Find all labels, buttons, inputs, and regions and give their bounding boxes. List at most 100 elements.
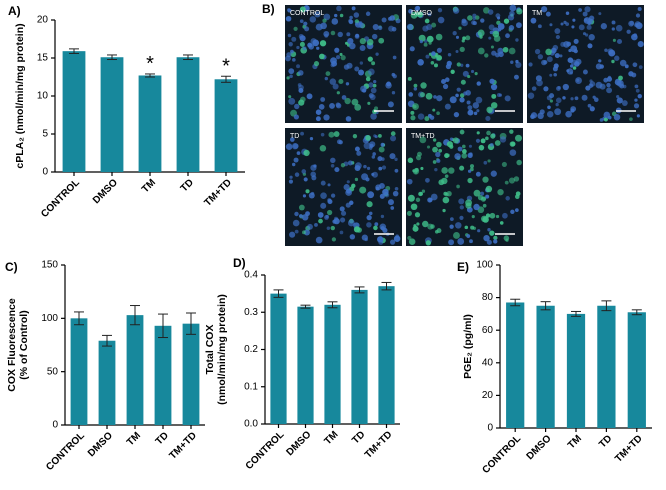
cell — [480, 191, 485, 196]
cell — [293, 114, 299, 120]
cell — [459, 205, 464, 210]
cell — [366, 214, 372, 221]
cell — [345, 82, 350, 86]
cell — [571, 25, 575, 29]
cell — [510, 209, 515, 214]
cell — [486, 130, 491, 136]
bar — [378, 286, 395, 424]
cell — [483, 160, 488, 165]
error-bar — [145, 73, 155, 78]
cell — [339, 230, 344, 235]
cell — [339, 13, 344, 18]
cell — [618, 75, 623, 81]
cell — [566, 69, 570, 73]
cell — [329, 78, 337, 85]
cell — [324, 33, 329, 38]
cell — [377, 133, 382, 138]
cell — [408, 8, 413, 14]
cell — [576, 78, 580, 82]
cell — [545, 11, 551, 17]
cell — [361, 173, 369, 181]
cell — [307, 223, 313, 230]
cell — [433, 63, 439, 68]
cell — [505, 33, 510, 39]
error-bar — [327, 301, 338, 309]
cell — [310, 191, 315, 196]
cell — [497, 188, 504, 196]
cell — [339, 206, 345, 212]
cell — [288, 42, 293, 47]
cell — [634, 84, 639, 89]
cell — [305, 189, 310, 194]
cell — [302, 194, 307, 198]
cell — [294, 172, 300, 177]
bar — [270, 293, 287, 424]
cell — [377, 156, 383, 162]
cell — [589, 106, 595, 112]
cell — [413, 83, 418, 88]
cell — [449, 144, 454, 149]
cell — [490, 83, 498, 91]
cell — [330, 193, 336, 198]
error-bar — [183, 54, 193, 61]
cell — [303, 229, 310, 236]
cell — [477, 29, 485, 37]
cell — [432, 108, 436, 112]
cell — [359, 61, 364, 65]
cell — [613, 113, 621, 121]
cell — [482, 176, 489, 183]
cell — [569, 71, 573, 75]
cell — [354, 103, 362, 111]
cell — [375, 186, 380, 191]
cell — [422, 25, 429, 32]
cell — [465, 35, 471, 41]
cell — [497, 23, 505, 30]
cell — [373, 79, 377, 84]
cell — [537, 54, 544, 60]
bar — [297, 306, 314, 424]
cell — [545, 48, 552, 56]
cell — [508, 177, 515, 184]
cell — [289, 231, 296, 238]
cell — [354, 34, 360, 39]
cell — [565, 110, 572, 118]
cell — [563, 41, 570, 48]
bar — [182, 323, 200, 425]
cell — [606, 82, 611, 88]
bar — [154, 325, 172, 425]
cell — [303, 149, 310, 157]
image-label: CONTROL — [290, 10, 324, 17]
cell — [431, 51, 436, 56]
cell — [337, 31, 343, 38]
cell — [459, 97, 465, 103]
cell — [592, 95, 596, 99]
cell — [462, 36, 466, 41]
cell — [469, 239, 473, 244]
x-tick-label: CONTROL — [244, 429, 287, 472]
cell — [315, 236, 323, 244]
cell — [410, 110, 415, 115]
cell — [598, 59, 602, 63]
cell — [462, 70, 469, 77]
cell — [611, 20, 616, 25]
cell — [314, 11, 321, 18]
cell — [363, 142, 371, 150]
cell — [632, 62, 638, 68]
cell — [573, 38, 579, 44]
cell — [292, 219, 300, 227]
bar — [100, 57, 124, 172]
cell — [585, 85, 591, 91]
cell — [448, 167, 455, 174]
cell — [465, 63, 470, 68]
bar — [70, 318, 88, 425]
x-tick-label: TM+TD — [167, 430, 199, 462]
y-axis-label: COX Fluorescence — [6, 298, 18, 392]
cell — [547, 105, 551, 110]
cell — [584, 18, 588, 22]
cell — [530, 112, 538, 119]
cell — [436, 47, 442, 53]
cell — [367, 56, 373, 62]
cell — [435, 151, 441, 158]
cell — [534, 48, 541, 55]
cell — [467, 169, 472, 173]
